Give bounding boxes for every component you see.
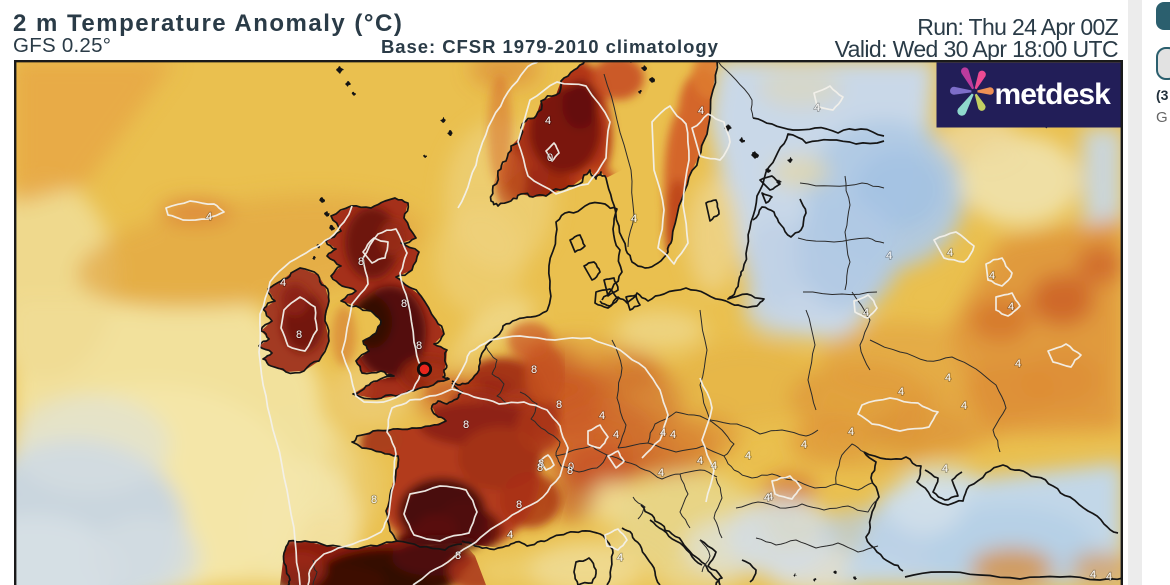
svg-text:4: 4 (1106, 571, 1112, 583)
svg-text:8: 8 (537, 462, 543, 474)
svg-text:8: 8 (358, 256, 364, 268)
svg-text:4: 4 (507, 529, 513, 541)
svg-text:4: 4 (599, 410, 605, 422)
svg-text:4: 4 (801, 439, 807, 451)
svg-text:4: 4 (961, 400, 967, 412)
svg-text:4: 4 (631, 213, 637, 225)
svg-text:4: 4 (767, 491, 773, 503)
svg-text:8: 8 (416, 340, 422, 352)
svg-text:8: 8 (371, 494, 377, 506)
svg-text:4: 4 (206, 211, 212, 223)
svg-text:4: 4 (697, 455, 703, 467)
svg-text:4: 4 (280, 277, 286, 289)
svg-text:4: 4 (658, 467, 664, 479)
svg-text:4: 4 (947, 247, 953, 259)
svg-text:4: 4 (898, 386, 904, 398)
svg-text:8: 8 (401, 298, 407, 310)
svg-text:4: 4 (814, 102, 820, 114)
svg-text:4: 4 (670, 429, 676, 441)
svg-text:4: 4 (886, 250, 892, 262)
svg-text:4: 4 (942, 463, 948, 475)
svg-text:4: 4 (1008, 301, 1014, 313)
svg-text:4: 4 (698, 105, 704, 117)
svg-text:8: 8 (463, 419, 469, 431)
svg-text:8: 8 (538, 458, 544, 470)
svg-text:metdesk: metdesk (995, 78, 1112, 111)
svg-text:8: 8 (296, 329, 302, 341)
svg-text:4: 4 (613, 429, 619, 441)
svg-text:4: 4 (945, 372, 951, 384)
svg-text:8: 8 (556, 399, 562, 411)
svg-text:4: 4 (863, 307, 869, 319)
svg-text:4: 4 (848, 426, 854, 438)
svg-text:4: 4 (1090, 569, 1096, 581)
svg-text:8: 8 (516, 499, 522, 511)
svg-text:0: 0 (568, 461, 574, 473)
svg-text:4: 4 (660, 427, 666, 439)
svg-text:0: 0 (547, 152, 553, 164)
svg-text:4: 4 (711, 460, 717, 472)
svg-text:4: 4 (617, 552, 623, 564)
svg-text:8: 8 (567, 465, 573, 477)
svg-text:4: 4 (764, 492, 770, 504)
svg-text:8: 8 (455, 550, 461, 562)
svg-text:4: 4 (745, 450, 751, 462)
svg-text:8: 8 (531, 364, 537, 376)
svg-text:4: 4 (989, 270, 995, 282)
svg-text:4: 4 (1015, 358, 1021, 370)
svg-text:4: 4 (545, 115, 551, 127)
